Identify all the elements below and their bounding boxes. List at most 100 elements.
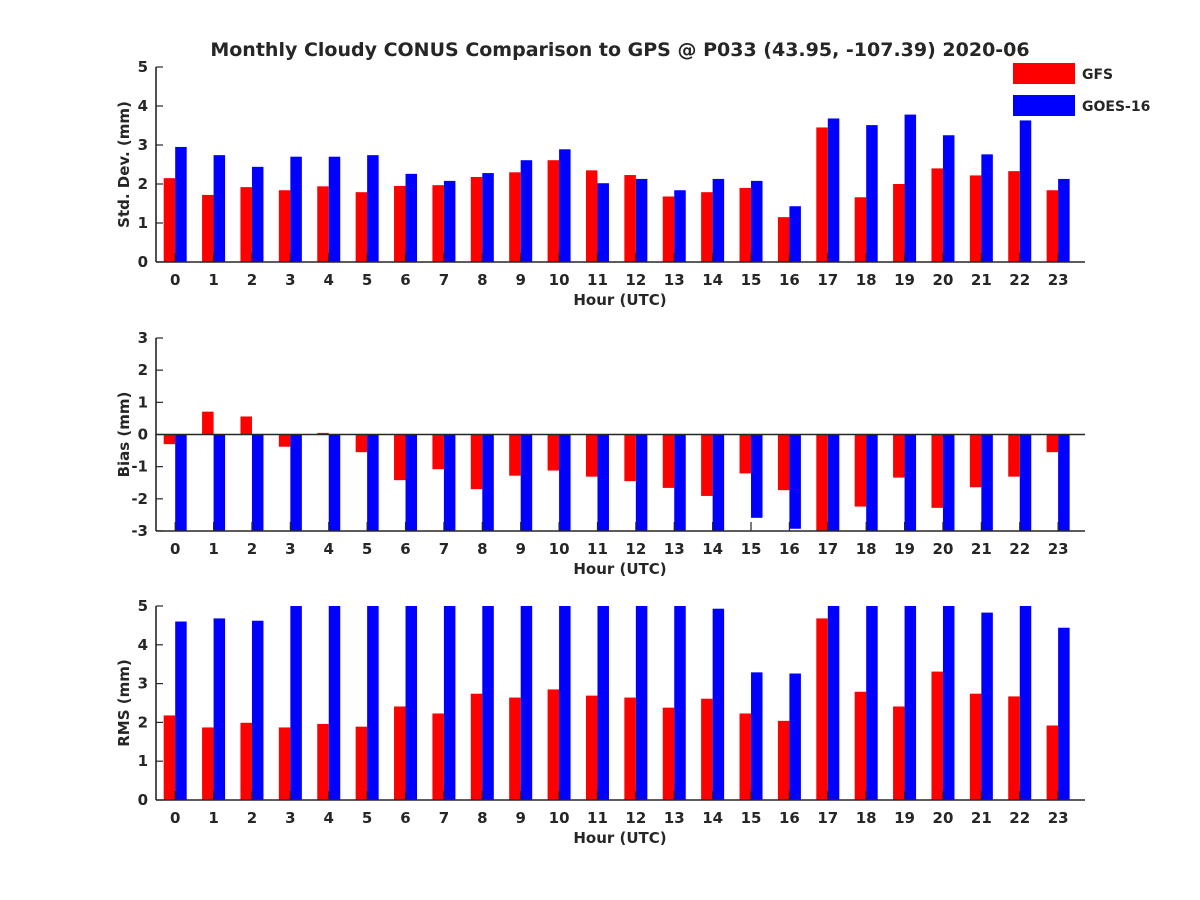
bar-gfs-hour-23 (1046, 434, 1059, 453)
bar-gfs-hour-0 (163, 178, 176, 262)
bar-goes16-hour-2 (251, 166, 264, 262)
x-tick-label: 11 (587, 809, 608, 827)
x-tick-label: 4 (324, 540, 334, 558)
x-tick-label: 7 (439, 809, 449, 827)
x-tick-label: 6 (400, 809, 410, 827)
x-tick-label: 9 (515, 809, 525, 827)
bar-goes16-hour-8 (482, 173, 494, 262)
x-tick-label: 9 (515, 271, 525, 289)
bar-gfs-hour-17 (816, 127, 828, 262)
y-tick-label: 3 (138, 136, 148, 154)
legend-swatch-goes16 (1013, 95, 1075, 116)
x-axis-label: Hour (UTC) (573, 560, 666, 578)
bar-gfs-hour-22 (1008, 696, 1020, 800)
bar-gfs-hour-8 (470, 434, 483, 490)
bar-goes16-hour-12 (635, 178, 648, 262)
y-tick-label: 4 (138, 636, 148, 654)
x-tick-label: 6 (400, 540, 410, 558)
bar-gfs-hour-15 (739, 434, 752, 474)
x-tick-label: 16 (779, 809, 800, 827)
x-tick-label: 11 (587, 271, 608, 289)
x-tick-label: 11 (587, 540, 608, 558)
x-tick-label: 15 (741, 540, 762, 558)
bar-gfs-hour-9 (509, 697, 521, 800)
bar-goes16-hour-8 (482, 434, 494, 531)
x-tick-label: 8 (477, 271, 487, 289)
y-tick-label: 5 (138, 58, 148, 76)
bar-gfs-hour-17 (816, 618, 828, 800)
y-tick-label: -3 (131, 522, 148, 540)
x-tick-label: 3 (285, 540, 295, 558)
bar-gfs-hour-7 (432, 713, 444, 800)
bar-goes16-hour-15 (751, 180, 763, 262)
bar-goes16-hour-20 (942, 434, 955, 531)
bar-goes16-hour-3 (290, 156, 302, 262)
bar-gfs-hour-0 (163, 715, 176, 800)
bar-goes16-hour-22 (1019, 606, 1032, 800)
bar-goes16-hour-21 (981, 154, 993, 262)
bar-goes16-hour-7 (443, 180, 456, 262)
bar-goes16-hour-17 (827, 606, 840, 800)
x-tick-label: 13 (664, 540, 685, 558)
x-tick-label: 5 (362, 540, 372, 558)
y-tick-label: 1 (138, 214, 148, 232)
x-tick-label: 5 (362, 271, 372, 289)
bar-goes16-hour-5 (367, 155, 379, 262)
bar-gfs-hour-22 (1008, 171, 1020, 262)
bar-goes16-hour-3 (290, 606, 302, 800)
bar-gfs-hour-10 (547, 689, 560, 800)
bar-gfs-hour-19 (893, 434, 905, 478)
x-tick-label: 8 (477, 809, 487, 827)
y-tick-label: 4 (138, 97, 148, 115)
x-tick-label: 19 (894, 271, 915, 289)
bar-gfs-hour-20 (931, 434, 943, 508)
bar-goes16-hour-0 (175, 146, 187, 262)
bar-goes16-hour-23 (1058, 627, 1070, 800)
y-tick-label: 2 (138, 361, 148, 379)
x-tick-label: 19 (894, 540, 915, 558)
bar-goes16-hour-14 (712, 434, 725, 531)
x-tick-label: 13 (664, 809, 685, 827)
bar-goes16-hour-15 (751, 672, 763, 800)
y-tick-label: 0 (138, 426, 148, 444)
y-tick-label: 2 (138, 175, 148, 193)
bar-gfs-hour-21 (969, 175, 982, 262)
bar-gfs-hour-8 (470, 176, 483, 262)
x-tick-label: 2 (247, 540, 257, 558)
x-tick-label: 14 (702, 540, 723, 558)
bar-gfs-hour-1 (202, 194, 214, 262)
bar-goes16-hour-9 (520, 434, 533, 531)
x-tick-label: 18 (856, 540, 877, 558)
bar-gfs-hour-11 (585, 695, 598, 800)
x-tick-label: 12 (625, 271, 646, 289)
x-tick-label: 0 (170, 809, 180, 827)
bar-gfs-hour-9 (509, 172, 521, 262)
bar-gfs-hour-18 (854, 197, 867, 262)
x-tick-label: 4 (324, 271, 334, 289)
bar-gfs-hour-2 (240, 187, 252, 262)
bar-goes16-hour-19 (904, 114, 917, 262)
y-tick-label: 0 (138, 253, 148, 271)
bar-goes16-hour-19 (904, 434, 917, 531)
bar-goes16-hour-5 (367, 606, 379, 800)
figure-title: Monthly Cloudy CONUS Comparison to GPS @… (210, 39, 1029, 61)
bar-goes16-hour-17 (827, 118, 840, 262)
bar-gfs-hour-7 (432, 434, 444, 470)
bar-gfs-hour-7 (432, 185, 444, 262)
x-tick-label: 14 (702, 809, 723, 827)
bar-gfs-hour-14 (701, 192, 713, 262)
bar-gfs-hour-20 (931, 671, 943, 800)
bar-gfs-hour-18 (854, 434, 867, 507)
x-tick-label: 0 (170, 271, 180, 289)
bar-gfs-hour-6 (394, 434, 406, 481)
x-tick-label: 19 (894, 809, 915, 827)
x-tick-label: 21 (971, 540, 992, 558)
x-tick-label: 20 (933, 540, 954, 558)
bar-goes16-hour-15 (751, 434, 763, 518)
bar-gfs-hour-5 (355, 192, 368, 262)
x-tick-label: 18 (856, 271, 877, 289)
bar-goes16-hour-19 (904, 606, 917, 800)
x-tick-label: 14 (702, 271, 723, 289)
x-tick-label: 16 (779, 271, 800, 289)
